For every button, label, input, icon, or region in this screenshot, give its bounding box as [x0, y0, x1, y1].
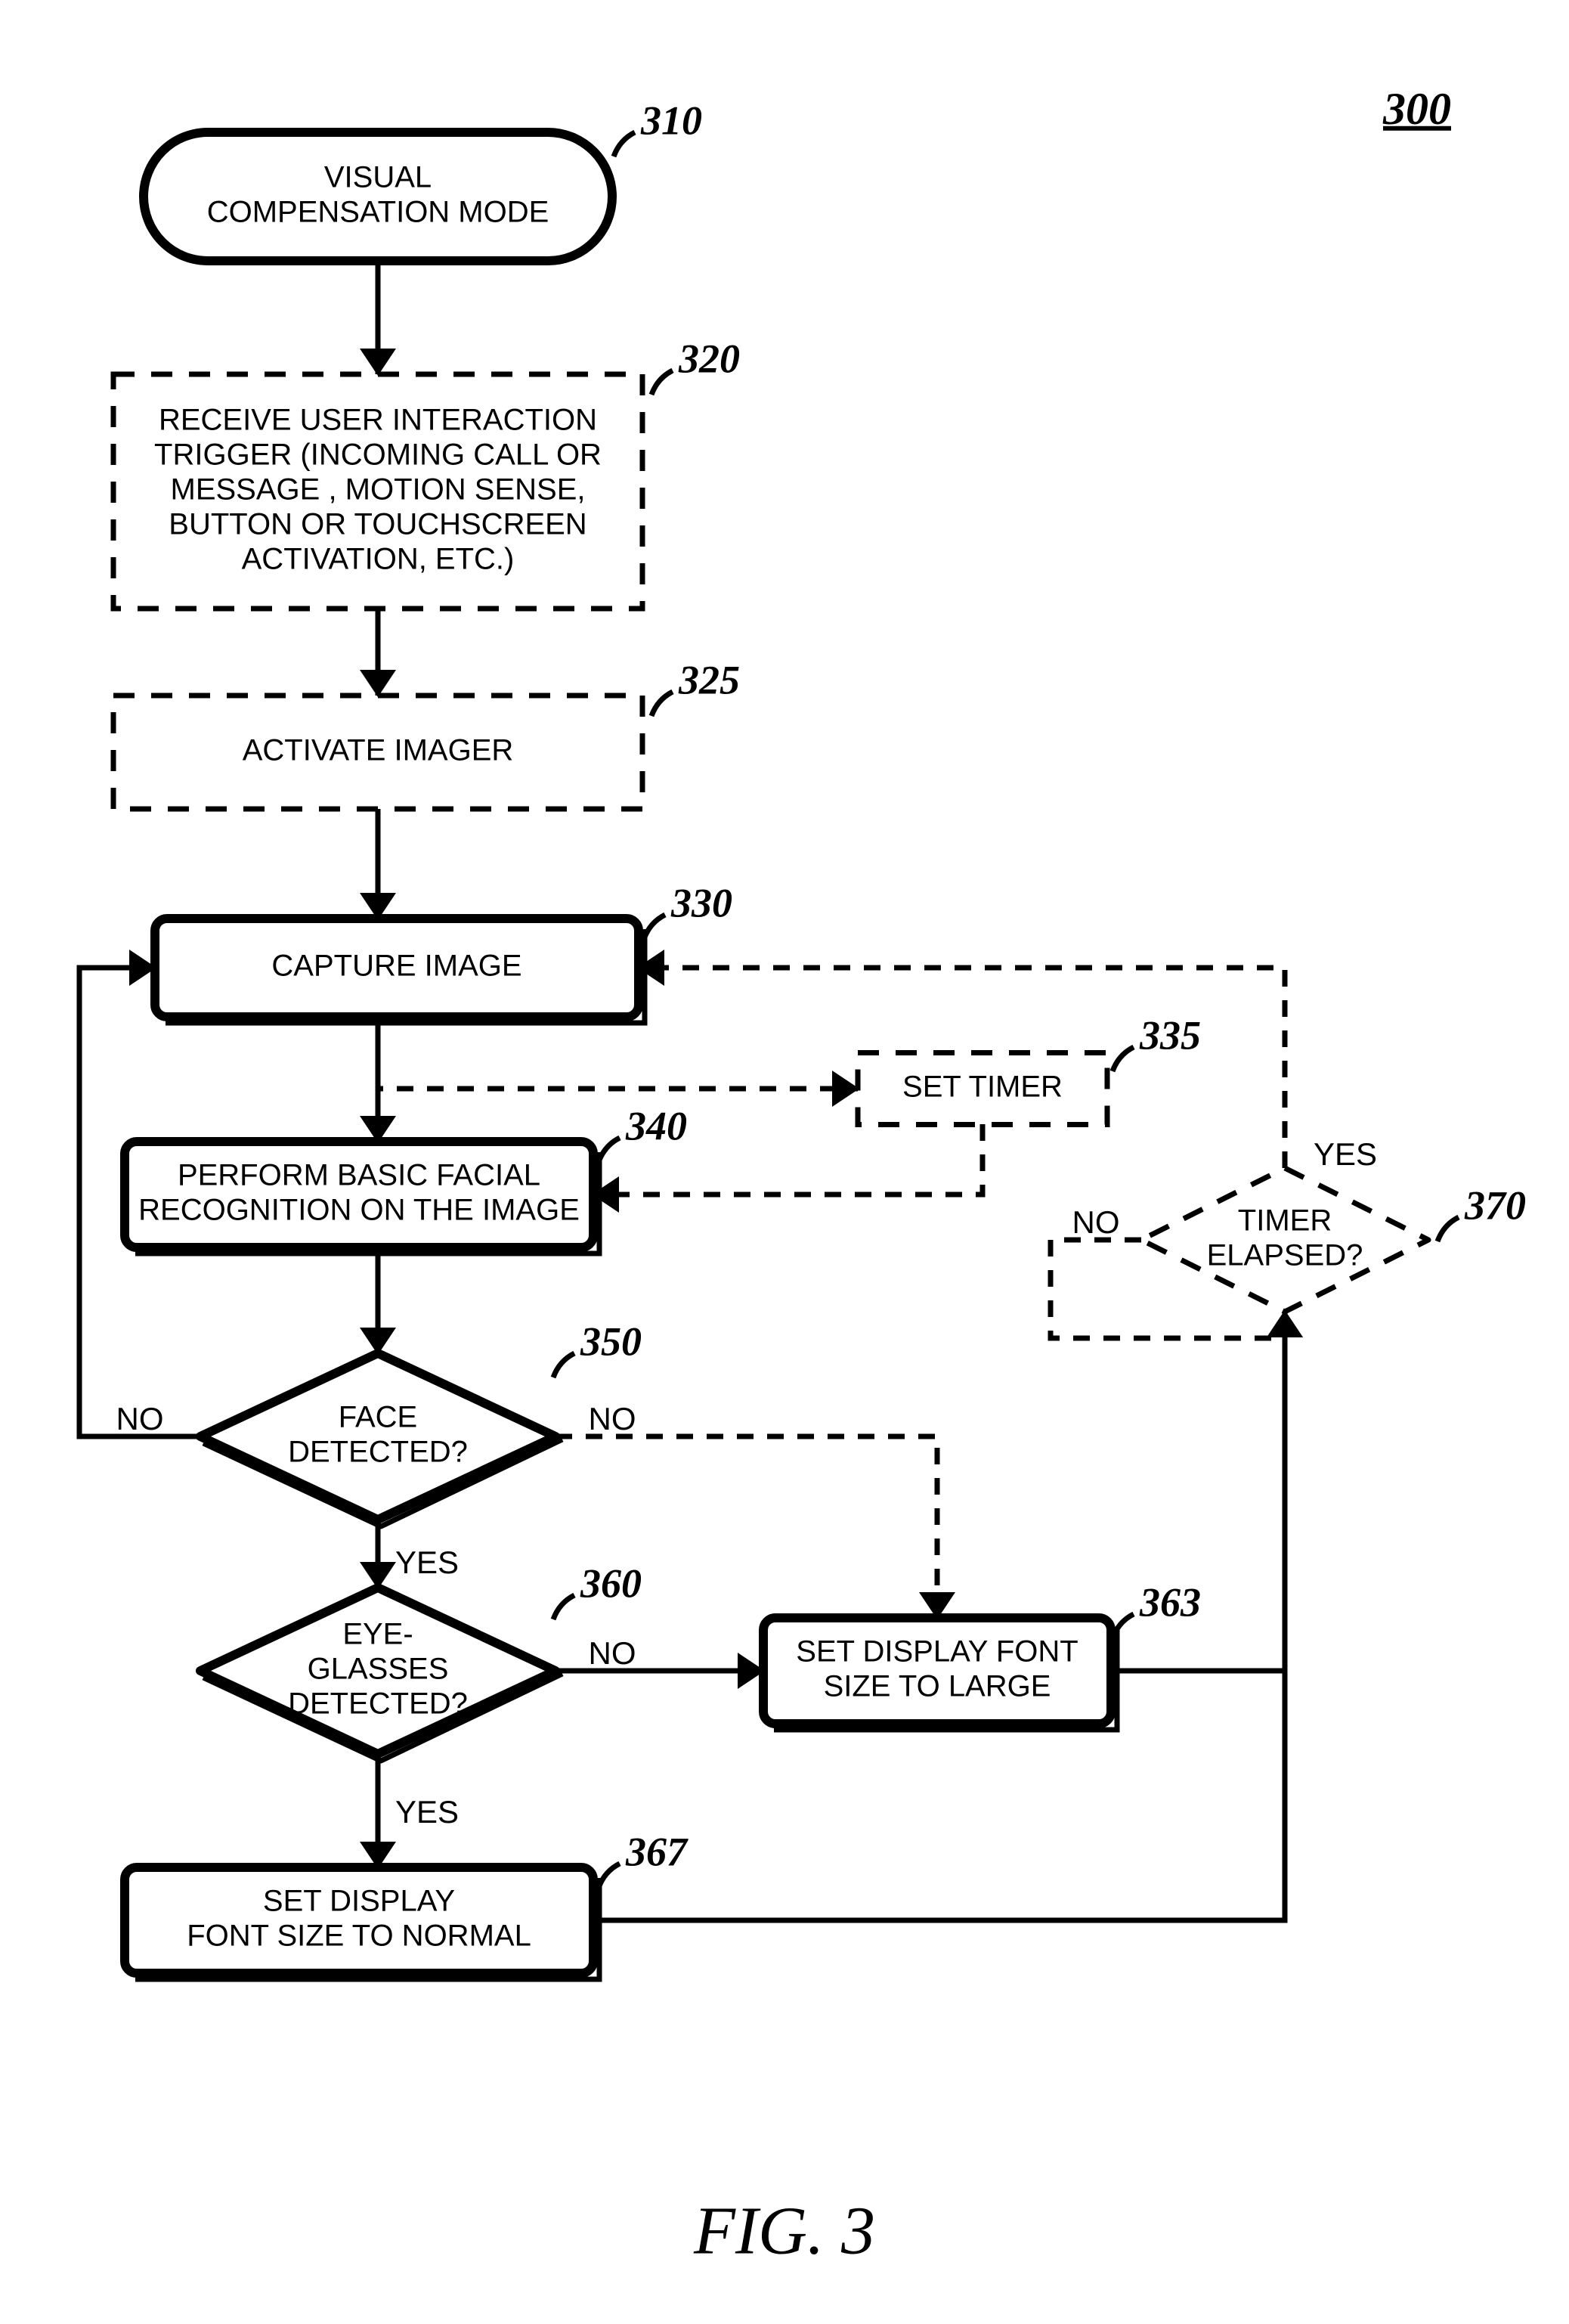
svg-text:330: 330: [670, 880, 732, 925]
svg-text:ACTIVATE IMAGER: ACTIVATE IMAGER: [243, 734, 514, 767]
svg-text:TIMER: TIMER: [1238, 1204, 1332, 1238]
svg-text:325: 325: [678, 657, 740, 702]
svg-text:COMPENSATION MODE: COMPENSATION MODE: [207, 196, 549, 229]
svg-text:NO: NO: [116, 1401, 164, 1436]
svg-text:BUTTON OR TOUCHSCREEN: BUTTON OR TOUCHSCREEN: [169, 508, 586, 541]
svg-text:DETECTED?: DETECTED?: [288, 1436, 468, 1469]
svg-text:FONT SIZE TO NORMAL: FONT SIZE TO NORMAL: [187, 1920, 531, 1953]
svg-text:NO: NO: [1072, 1204, 1120, 1240]
svg-text:367: 367: [625, 1829, 689, 1874]
svg-text:EYE-: EYE-: [342, 1618, 413, 1651]
svg-text:335: 335: [1139, 1012, 1201, 1058]
svg-text:SIZE TO LARGE: SIZE TO LARGE: [824, 1670, 1051, 1703]
svg-text:FIG. 3: FIG. 3: [693, 2194, 875, 2269]
svg-text:360: 360: [580, 1560, 642, 1606]
svg-text:350: 350: [580, 1318, 642, 1364]
svg-text:TRIGGER (INCOMING CALL OR: TRIGGER (INCOMING CALL OR: [154, 438, 602, 472]
svg-text:VISUAL: VISUAL: [324, 161, 432, 194]
svg-text:RECEIVE USER INTERACTION: RECEIVE USER INTERACTION: [159, 404, 597, 437]
edge-e370-330-yes: [639, 968, 1285, 1168]
svg-text:ACTIVATION, ETC.): ACTIVATION, ETC.): [242, 543, 515, 576]
svg-text:ELAPSED?: ELAPSED?: [1207, 1239, 1363, 1272]
svg-text:PERFORM BASIC FACIAL: PERFORM BASIC FACIAL: [178, 1159, 540, 1192]
svg-text:310: 310: [640, 98, 702, 143]
svg-text:370: 370: [1464, 1182, 1526, 1228]
svg-text:NO: NO: [589, 1401, 636, 1436]
svg-text:GLASSES: GLASSES: [308, 1653, 449, 1686]
svg-text:320: 320: [678, 336, 740, 381]
svg-text:SET DISPLAY FONT: SET DISPLAY FONT: [796, 1635, 1078, 1669]
svg-text:YES: YES: [1314, 1136, 1377, 1172]
svg-text:300: 300: [1382, 84, 1451, 134]
svg-text:YES: YES: [395, 1545, 459, 1580]
svg-text:CAPTURE IMAGE: CAPTURE IMAGE: [271, 950, 521, 983]
svg-text:NO: NO: [589, 1635, 636, 1671]
svg-text:363: 363: [1139, 1579, 1201, 1625]
svg-text:SET TIMER: SET TIMER: [902, 1071, 1063, 1104]
svg-text:340: 340: [625, 1103, 687, 1148]
edge-e330-335: [378, 1017, 858, 1089]
svg-text:MESSAGE , MOTION SENSE,: MESSAGE , MOTION SENSE,: [171, 473, 586, 507]
svg-text:SET DISPLAY: SET DISPLAY: [263, 1885, 455, 1918]
svg-text:DETECTED?: DETECTED?: [288, 1687, 468, 1721]
svg-text:FACE: FACE: [339, 1401, 417, 1434]
svg-text:RECOGNITION ON THE IMAGE: RECOGNITION ON THE IMAGE: [138, 1194, 580, 1227]
svg-text:YES: YES: [395, 1794, 459, 1830]
